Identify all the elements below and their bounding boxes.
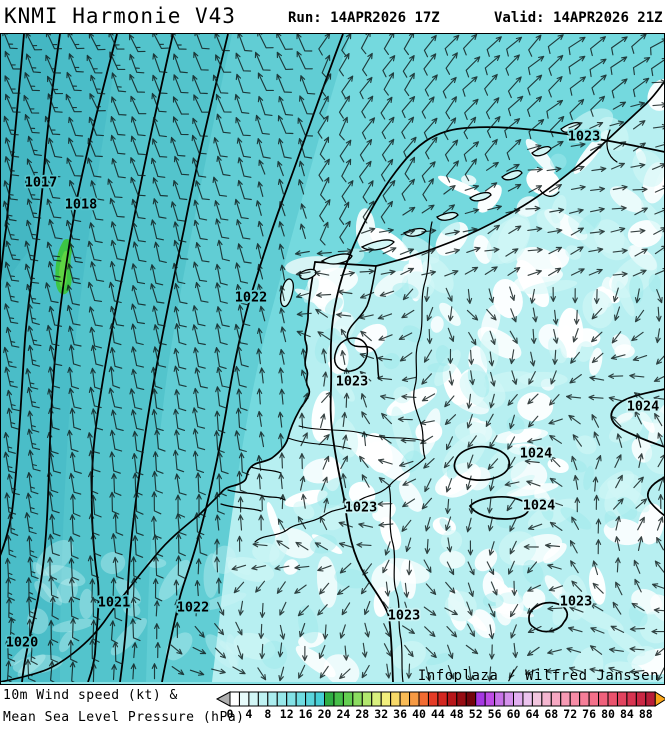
isobar-label-1024: 1024 — [627, 399, 660, 415]
svg-text:24: 24 — [336, 707, 350, 721]
legend: 10m Wind speed (kt) & Mean Sea Level Pre… — [0, 685, 665, 735]
svg-text:80: 80 — [601, 707, 615, 721]
valid-label: Valid: — [494, 10, 545, 26]
chart-header: KNMI Harmonie V43 Run: 14APR2026 17Z Val… — [0, 0, 665, 33]
svg-text:28: 28 — [355, 707, 369, 721]
svg-text:72: 72 — [563, 707, 577, 721]
legend-line-2: Mean Sea Level Pressure (hPa) — [3, 710, 245, 725]
legend-colorbar-svg: 0 4 8 12 16 20 24 28 32 36 40 44 48 52 56 60 64 68 72 76 80 8… — [215, 691, 665, 721]
isobar-label-1023: 1023 — [568, 129, 601, 145]
run-label: Run: — [288, 10, 322, 26]
isobar-label-1023: 1023 — [345, 500, 378, 516]
isobar-label-1023: 1023 — [560, 594, 593, 610]
wadden-island — [469, 191, 492, 202]
isobar-label-1024: 1024 — [523, 498, 556, 514]
run-time: Run: 14APR2026 17Z — [288, 10, 440, 26]
svg-text:16: 16 — [299, 707, 313, 721]
isobar-label-1021: 1021 — [98, 595, 131, 611]
run-value: 14APR2026 17Z — [330, 10, 440, 26]
isobar-label-1017: 1017 — [25, 175, 58, 191]
svg-text:12: 12 — [280, 707, 294, 721]
isobar-label-1022: 1022 — [177, 600, 210, 616]
isobar-label-1023: 1023 — [336, 374, 369, 390]
wadden-island — [320, 253, 353, 265]
isobar-label-1020: 1020 — [6, 635, 39, 651]
svg-text:88: 88 — [639, 707, 653, 721]
isobar-label-1024: 1024 — [520, 446, 553, 462]
svg-text:48: 48 — [450, 707, 464, 721]
isobar-label-1023: 1023 — [388, 608, 421, 624]
colorbar-cells — [229, 691, 656, 707]
model-title: KNMI Harmonie V43 — [4, 4, 236, 28]
svg-text:20: 20 — [318, 707, 332, 721]
svg-text:44: 44 — [431, 707, 445, 721]
svg-text:56: 56 — [488, 707, 502, 721]
svg-text:52: 52 — [469, 707, 483, 721]
wadden-island — [299, 268, 317, 280]
wind-barb-field — [2, 34, 664, 682]
svg-text:64: 64 — [525, 707, 539, 721]
isobar-label-1022: 1022 — [235, 290, 268, 306]
svg-text:60: 60 — [507, 707, 521, 721]
weather-map-svg: 1017 1018 1022 1023 1023 1024 1024 1024 1023 1023… — [1, 34, 664, 682]
colorbar-right-arrow — [654, 691, 665, 707]
svg-text:76: 76 — [582, 707, 596, 721]
colorbar-ticks: 0 4 8 12 16 20 24 28 32 36 40 44 48 52 56 60 64 68 72 76 80 8… — [227, 707, 653, 721]
isobar-label-1018: 1018 — [65, 197, 98, 213]
svg-text:36: 36 — [393, 707, 407, 721]
svg-text:40: 40 — [412, 707, 426, 721]
attribution: Infoplaza / Wilfred Janssen — [418, 668, 659, 682]
colorbar-left-arrow — [215, 691, 231, 707]
svg-text:32: 32 — [374, 707, 388, 721]
svg-text:4: 4 — [245, 707, 252, 721]
legend-text: 10m Wind speed (kt) & Mean Sea Level Pre… — [3, 685, 244, 725]
wadden-island — [501, 170, 523, 181]
svg-text:84: 84 — [620, 707, 634, 721]
wadden-island — [436, 211, 459, 221]
svg-text:8: 8 — [264, 707, 271, 721]
field-band-sea-deep-corner — [1, 34, 62, 288]
svg-text:0: 0 — [227, 707, 234, 721]
svg-text:68: 68 — [544, 707, 558, 721]
coastlines — [1, 80, 664, 682]
valid-time: Valid: 14APR2026 21Z — [494, 10, 663, 26]
valid-value: 14APR2026 21Z — [553, 10, 663, 26]
map-frame: 1017 1018 1022 1023 1023 1024 1024 1024 1023 1023… — [0, 33, 665, 685]
legend-line-1: 10m Wind speed (kt) & — [3, 688, 178, 703]
